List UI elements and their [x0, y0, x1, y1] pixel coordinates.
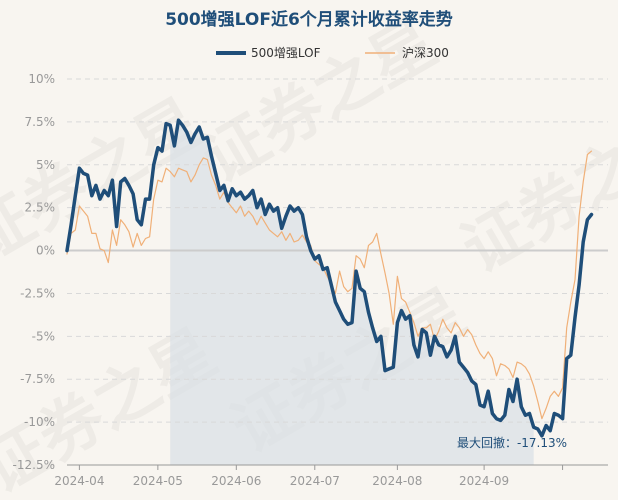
- y-tick-label: -10%: [24, 415, 55, 429]
- y-tick-label: -2.5%: [20, 286, 55, 300]
- y-tick-label: 0%: [36, 244, 55, 258]
- y-tick-label: 2.5%: [25, 201, 56, 215]
- y-tick-label: -5%: [32, 329, 55, 343]
- y-tick-label: 10%: [28, 72, 55, 86]
- legend-label-0: 500增强LOF: [251, 46, 321, 60]
- x-tick-label: 2024-05: [133, 474, 183, 488]
- y-axis: 10% 7.5% 5% 2.5% 0% -2.5% -5% -7.5% -10% -12.5%: [13, 72, 55, 472]
- x-tick-label: 2024-04: [54, 474, 104, 488]
- x-tick-label: 2024-09: [459, 474, 509, 488]
- y-tick-label: -12.5%: [13, 458, 55, 472]
- chart-title: 500增强LOF近6个月累计收益率走势: [165, 9, 453, 30]
- legend: 500增强LOF 沪深300: [216, 46, 449, 60]
- x-axis: 2024-04 2024-05 2024-06 2024-07 2024-08 2024-…: [54, 464, 608, 488]
- watermark-text: 证券之星: [450, 96, 618, 288]
- x-tick-label: 2024-06: [211, 474, 261, 488]
- drawdown-shade-layer: [170, 120, 534, 465]
- y-tick-label: 5%: [36, 158, 55, 172]
- series-layer: [65, 118, 594, 438]
- y-tick-label: 7.5%: [25, 115, 56, 129]
- y-tick-label: -7.5%: [20, 372, 55, 386]
- drawdown-shade: [170, 120, 534, 465]
- legend-label-1: 沪深300: [402, 46, 449, 60]
- grid: [67, 78, 608, 466]
- x-tick-label: 2024-08: [372, 474, 422, 488]
- max-drawdown-label: 最大回撤：-17.13%: [457, 435, 567, 450]
- watermark-text: 证券之星: [190, 6, 449, 198]
- x-tick-label: 2024-07: [290, 474, 340, 488]
- series-line-0: [65, 118, 594, 438]
